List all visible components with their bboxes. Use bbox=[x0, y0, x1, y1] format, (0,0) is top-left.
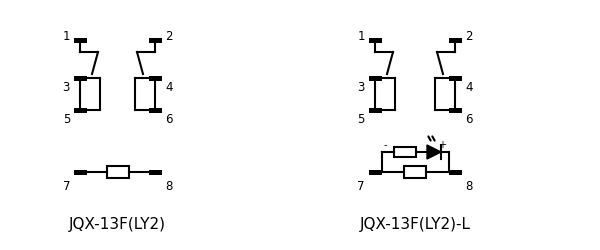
Text: 6: 6 bbox=[465, 113, 473, 126]
Text: 8: 8 bbox=[465, 180, 472, 193]
Bar bbox=[368, 108, 382, 112]
Text: 7: 7 bbox=[358, 180, 365, 193]
Bar bbox=[404, 166, 426, 178]
Text: -: - bbox=[383, 140, 387, 150]
Text: 3: 3 bbox=[62, 81, 70, 94]
Text: 1: 1 bbox=[358, 30, 365, 44]
Text: 3: 3 bbox=[358, 81, 365, 94]
Text: 4: 4 bbox=[465, 81, 473, 94]
Text: 5: 5 bbox=[62, 113, 70, 126]
Text: 2: 2 bbox=[165, 30, 173, 44]
Text: 6: 6 bbox=[165, 113, 173, 126]
Text: JQX-13F(LY2)-L: JQX-13F(LY2)-L bbox=[359, 217, 470, 232]
Text: 1: 1 bbox=[62, 30, 70, 44]
Bar bbox=[449, 38, 461, 43]
Text: 8: 8 bbox=[165, 180, 172, 193]
Bar bbox=[449, 76, 461, 80]
Bar bbox=[74, 38, 86, 43]
Text: +: + bbox=[439, 140, 446, 150]
Text: 2: 2 bbox=[465, 30, 473, 44]
Bar bbox=[449, 108, 461, 112]
Bar bbox=[149, 108, 161, 112]
Bar bbox=[149, 38, 161, 43]
Text: JQX-13F(LY2): JQX-13F(LY2) bbox=[69, 217, 166, 232]
Bar bbox=[394, 147, 416, 157]
Text: 5: 5 bbox=[358, 113, 365, 126]
Text: 7: 7 bbox=[62, 180, 70, 193]
Bar bbox=[149, 76, 161, 80]
Bar bbox=[74, 170, 86, 174]
Bar bbox=[368, 170, 382, 174]
Bar bbox=[149, 170, 161, 174]
Polygon shape bbox=[427, 145, 441, 159]
Bar bbox=[449, 170, 461, 174]
Bar bbox=[368, 38, 382, 43]
Bar bbox=[107, 166, 128, 178]
Bar bbox=[74, 108, 86, 112]
Bar bbox=[74, 76, 86, 80]
Bar bbox=[368, 76, 382, 80]
Text: 4: 4 bbox=[165, 81, 173, 94]
